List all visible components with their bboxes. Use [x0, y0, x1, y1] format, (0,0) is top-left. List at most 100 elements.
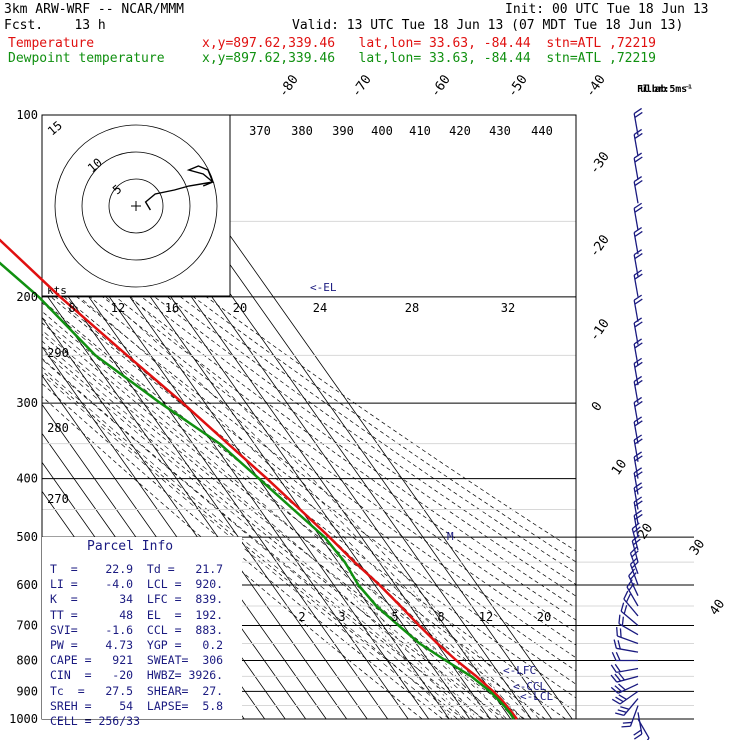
wind-barb-flag [618, 694, 627, 700]
wind-barb-flag [632, 538, 641, 546]
wind-barb-flag [633, 416, 642, 423]
mixing-ratio-label: 8 [437, 610, 444, 624]
plot-frame [41, 114, 577, 720]
wind-barb-flag [625, 593, 631, 603]
hodograph-ring [54, 124, 218, 288]
speed-scale-label: 12 [111, 301, 125, 315]
wind-barb-flag [633, 434, 642, 441]
mixing-ratio-label: 2 [298, 610, 305, 624]
pressure-tick-label: 600 [16, 578, 38, 592]
pressure-tick-label: 700 [16, 618, 38, 632]
hodograph-ring [81, 151, 191, 261]
parcel-info-row: TT = 48 EL = 192. [50, 607, 224, 622]
wind-barb-flag [623, 590, 629, 600]
wind-barb-flag [630, 546, 638, 554]
wind-barb-flag [633, 294, 642, 301]
wind-barb-flag [633, 451, 642, 458]
isotherm-label: -60 [428, 72, 454, 100]
parcel-info-row: LI = -4.0 LCL = 920. [50, 577, 224, 592]
hodograph-units-label: kts [47, 284, 67, 297]
wind-barb-flag [634, 400, 643, 407]
wind-barb-flag [629, 572, 637, 580]
temperature-location: x,y=897.62,339.46 lat,lon= 33.63, -84.44… [202, 36, 656, 51]
wind-barb-flag [615, 651, 621, 661]
wind-barb-flag [614, 685, 623, 693]
parcel-info-row: SVI= -1.6 CCL = 883. [50, 622, 224, 637]
el-marker: <-EL [310, 281, 337, 294]
wind-barb-flag [633, 357, 642, 364]
pressure-tick-label: 900 [16, 684, 38, 698]
moist-adiabat-line [42, 350, 475, 719]
wind-barb-flag [634, 111, 643, 118]
theta-e-label: 370 [249, 124, 271, 138]
isotherm-label: -40 [583, 72, 609, 100]
barb-legend: Full barb: 5 m s⁻¹ [637, 84, 693, 95]
wind-barb-flag [634, 361, 643, 368]
wind-barb-flag [615, 696, 624, 703]
moist-adiabat-line [42, 317, 499, 719]
wind-barb-flag [633, 729, 642, 736]
theta-e-label: 440 [531, 124, 553, 138]
parcel-info-row: Tc = 27.5 SHEAR= 27. [50, 683, 224, 698]
wind-barb-flag [634, 253, 643, 260]
mixing-ratio-label: 12 [479, 610, 493, 624]
isotherm-label: 30 [687, 537, 708, 558]
isotherm-label: 20 [635, 521, 656, 542]
theta-e-label: 380 [291, 124, 313, 138]
wind-barb-flag [620, 602, 625, 612]
mixing-ratio-label: 20 [537, 610, 551, 624]
speed-scale-label: 16 [165, 301, 179, 315]
parcel-info-row: CELL = 256/33 [50, 714, 141, 728]
theta-e-label: 420 [449, 124, 471, 138]
m-marker: M [447, 530, 454, 543]
parcel-info-title: Parcel Info [87, 539, 174, 554]
dewpoint-legend: Dewpoint temperature [8, 51, 165, 66]
wind-barb-flag [633, 467, 642, 474]
wind-barb-flag [634, 321, 643, 328]
model-title: 3km ARW-WRF -- NCAR/MMM [4, 2, 185, 17]
dewpoint-profile-line [0, 261, 515, 720]
wind-barb-flag [634, 132, 643, 139]
wind-barb-flag [634, 513, 643, 520]
isotherm-label: -20 [587, 232, 613, 260]
parcel-info-panel: Parcel Info T = 22.9 Td = 21.7 LI = -4.0 … [42, 537, 242, 728]
isotherm-label: 40 [707, 597, 728, 618]
speed-scale-label: 20 [233, 301, 247, 315]
wind-barb-flag [634, 455, 643, 462]
moist-adiabat-line [79, 296, 524, 719]
wind-barb-flag [628, 568, 636, 577]
moist-adiabat-line [42, 359, 466, 719]
wind-barb-flag [610, 674, 618, 683]
wind-barb-flag [634, 179, 643, 187]
isotherm-label: -10 [587, 316, 613, 344]
wind-barb-flag [617, 640, 621, 650]
wind-barb-flag [617, 709, 627, 713]
wind-barb-flag [646, 737, 650, 740]
parcel-info-row: PW = 4.73 YGP = 0.2 [50, 638, 224, 652]
wind-barb-flag [634, 379, 643, 386]
wind-barb-flag [614, 663, 621, 673]
wind-barb-flag [622, 721, 632, 724]
lcl-marker: <-LCL [520, 690, 553, 703]
parcel-info-row: K = 34 LFC = 839. [50, 592, 224, 607]
mixing-ratio-label: 3 [338, 610, 345, 624]
speed-scale-label: 8 [68, 301, 75, 315]
wind-barb-flag [613, 639, 617, 649]
hodograph-trace [144, 165, 215, 211]
pressure-tick-label: 800 [16, 653, 38, 667]
wind-barb-flag [615, 712, 625, 717]
wind-barb-flag [618, 614, 621, 624]
theta-e-label: 390 [332, 124, 354, 138]
wind-barb-flag [634, 420, 643, 427]
temperature-legend: Temperature [8, 36, 95, 51]
wind-barb-flag [610, 664, 617, 673]
temperature-profile-line [0, 238, 518, 720]
isotherm-line [42, 316, 327, 719]
speed-scale-label: 24 [313, 301, 327, 315]
isotherm-label: -80 [276, 72, 302, 100]
theta-e-label: 400 [371, 124, 393, 138]
wind-barb-flag [633, 375, 642, 383]
speed-scale-label: 32 [501, 301, 515, 315]
theta-label: 290 [47, 346, 69, 360]
isotherm-label: 10 [609, 457, 630, 478]
